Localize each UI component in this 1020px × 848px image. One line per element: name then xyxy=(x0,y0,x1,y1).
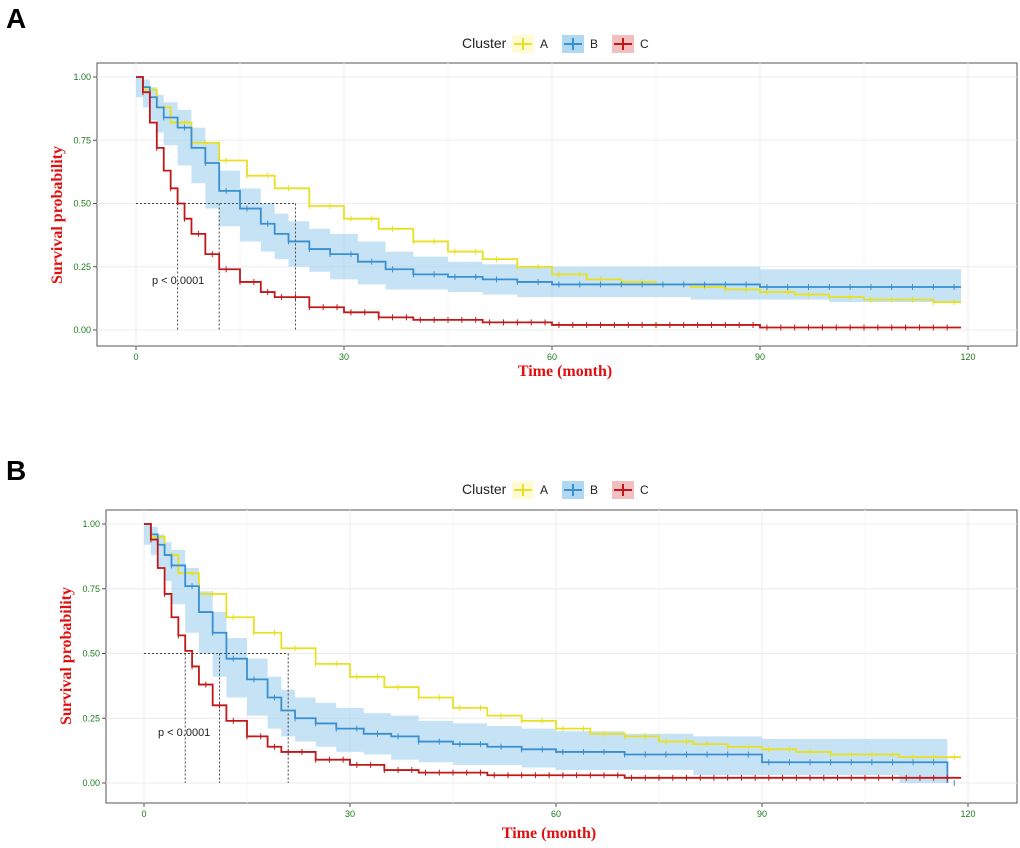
panel-a: A Cluster A B C 0 30 60 90 120 0.00 0.25 0.50 0.75 1.0… xyxy=(6,3,1018,380)
x-tick-label: 120 xyxy=(960,809,975,819)
y-tick-label: 0.75 xyxy=(82,584,100,594)
panel-label: B xyxy=(6,455,26,486)
y-tick-label: 0.75 xyxy=(73,135,91,145)
panel-label: A xyxy=(6,3,26,34)
panel-b: B Cluster A B C 0 30 60 90 120 0.00 0.25 0.50 0.75 1.0… xyxy=(6,455,1018,842)
legend-label-c: C xyxy=(640,483,649,497)
x-tick-label: 0 xyxy=(133,352,138,362)
p-value: p < 0.0001 xyxy=(158,727,210,739)
legend-label-b: B xyxy=(590,37,598,51)
legend-label-c: C xyxy=(640,37,649,51)
y-tick-label: 0.00 xyxy=(73,325,91,335)
x-axis-title: Time (month) xyxy=(518,363,612,380)
x-tick-label: 120 xyxy=(960,352,975,362)
confidence-band-b xyxy=(144,524,948,783)
x-tick-label: 0 xyxy=(141,809,146,819)
x-tick-label: 90 xyxy=(757,809,767,819)
y-tick-label: 1.00 xyxy=(73,72,91,82)
x-tick-label: 60 xyxy=(551,809,561,819)
legend: Cluster A B C xyxy=(462,481,649,499)
y-tick-label: 0.25 xyxy=(82,713,100,723)
legend-label-a: A xyxy=(540,483,548,497)
legend: Cluster A B C xyxy=(462,35,649,53)
legend-label-b: B xyxy=(590,483,598,497)
legend-title: Cluster xyxy=(462,35,507,51)
y-tick-label: 0.50 xyxy=(73,199,91,209)
series-line-c xyxy=(136,76,962,329)
p-value: p < 0.0001 xyxy=(152,275,204,287)
y-axis-title: Survival probability xyxy=(58,587,75,725)
x-tick-label: 90 xyxy=(755,352,765,362)
y-tick-label: 0.00 xyxy=(82,778,100,788)
legend-label-a: A xyxy=(540,37,548,51)
x-tick-label: 30 xyxy=(339,352,349,362)
series-line-a xyxy=(136,76,962,304)
series-line-b xyxy=(136,76,962,288)
legend-title: Cluster xyxy=(462,481,507,497)
y-axis-title: Survival probability xyxy=(49,146,66,284)
confidence-band-b xyxy=(136,77,962,303)
x-tick-label: 30 xyxy=(345,809,355,819)
x-tick-label: 60 xyxy=(547,352,557,362)
y-tick-label: 0.25 xyxy=(73,262,91,272)
y-tick-label: 0.50 xyxy=(82,649,100,659)
y-tick-label: 1.00 xyxy=(82,519,100,529)
x-axis-title: Time (month) xyxy=(502,825,596,842)
